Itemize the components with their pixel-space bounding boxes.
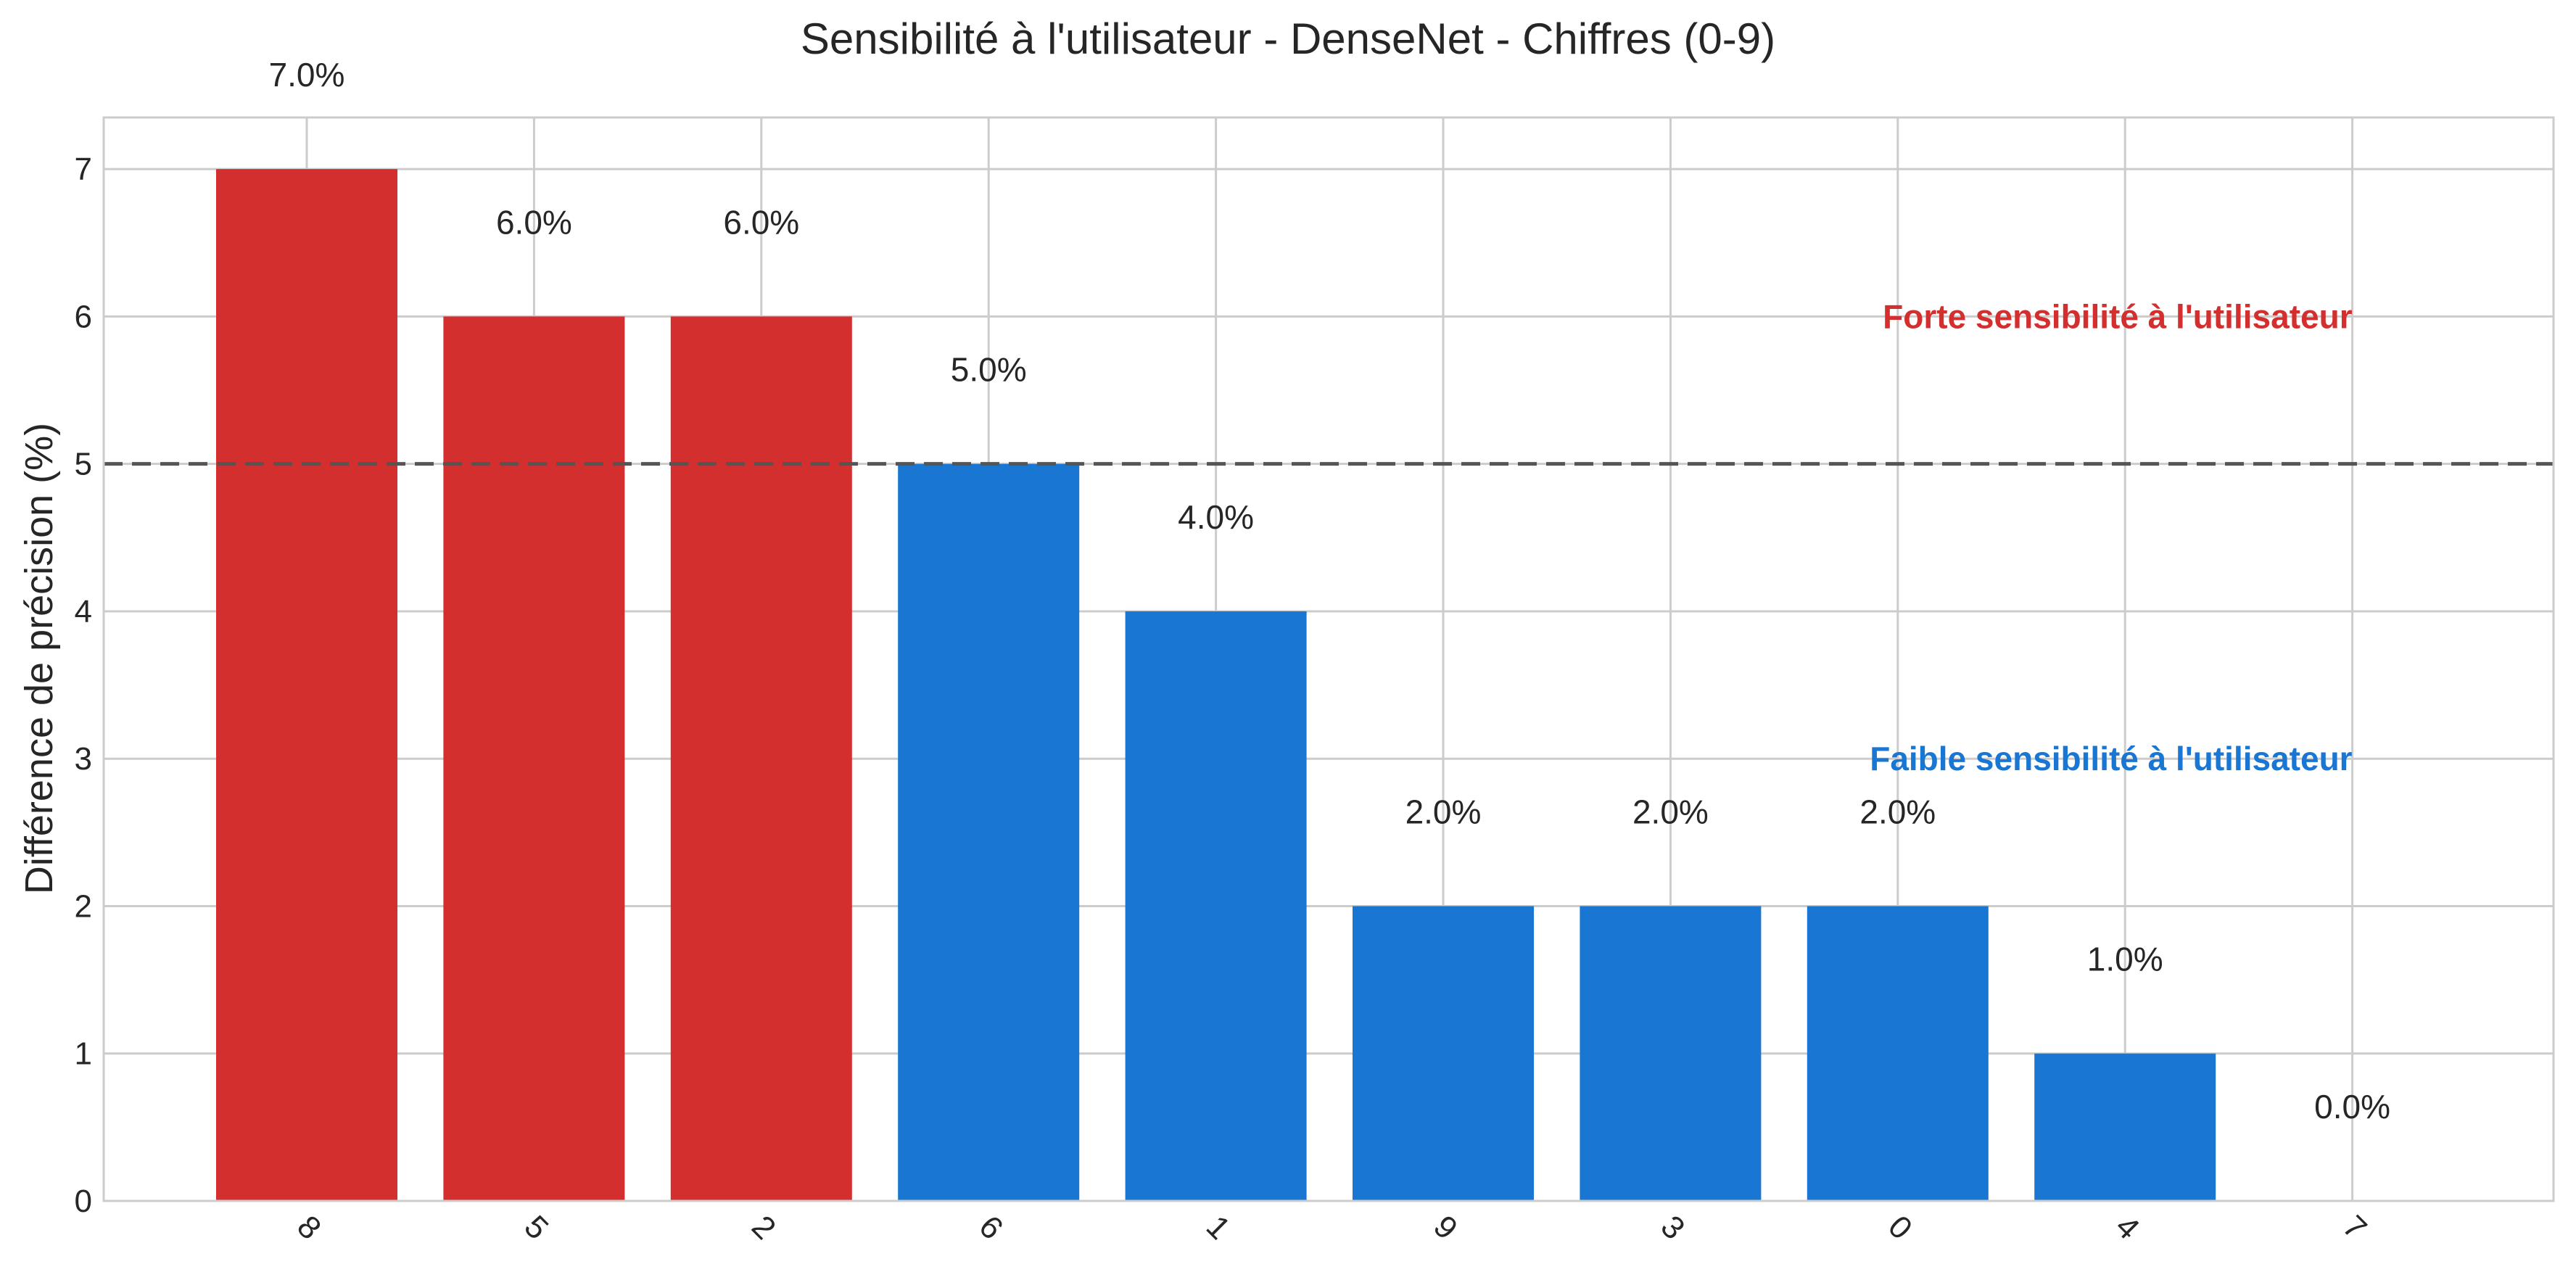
annotation-low: Faible sensibilité à l'utilisateur — [1870, 740, 2352, 777]
x-tick-label-1: 1 — [1200, 1209, 1237, 1247]
plot-frame — [102, 116, 2555, 1202]
chart-title: Sensibilité à l'utilisateur - DenseNet -… — [801, 15, 1775, 63]
y-tick-label-3: 3 — [75, 741, 92, 777]
x-tick-label-7: 7 — [2336, 1209, 2374, 1247]
data-label-5: 6.0% — [496, 203, 572, 241]
data-label-7: 0.0% — [2314, 1088, 2390, 1126]
y-tick-label-4: 4 — [75, 594, 92, 629]
x-tick-label-3: 3 — [1654, 1209, 1692, 1247]
plot-border — [102, 116, 2555, 1202]
bar-5 — [443, 316, 625, 1201]
y-tick-label-1: 1 — [75, 1036, 92, 1072]
x-tick-label-9: 9 — [1427, 1209, 1464, 1247]
annotations: Forte sensibilité à l'utilisateur Faible … — [1870, 297, 2352, 777]
bar-0 — [1807, 906, 1989, 1201]
x-tick-label-0: 0 — [1881, 1209, 1919, 1247]
bar-8 — [216, 169, 397, 1202]
bar-4 — [2034, 1053, 2216, 1201]
bar-3 — [1580, 906, 1762, 1201]
y-axis-label: Différence de précision (%) — [17, 423, 61, 894]
bar-2 — [670, 316, 852, 1201]
data-label-2: 6.0% — [723, 203, 799, 241]
x-tick-label-4: 4 — [2108, 1209, 2146, 1247]
data-label-3: 2.0% — [1632, 793, 1709, 830]
data-labels: 7.0% 6.0% 6.0% 5.0% 4.0% 2.0% 2.0% 2.0% 1.0% 0.0% — [269, 56, 2390, 1126]
bar-9 — [1353, 906, 1534, 1201]
x-tick-label-8: 8 — [290, 1209, 328, 1247]
x-tick-label-6: 6 — [972, 1209, 1010, 1247]
bar-6 — [898, 463, 1080, 1201]
x-tick-label-5: 5 — [518, 1209, 556, 1247]
y-tick-label-2: 2 — [75, 888, 92, 924]
data-label-0: 2.0% — [1859, 793, 1936, 830]
bar-1 — [1125, 611, 1307, 1201]
y-tick-label-7: 7 — [75, 152, 92, 187]
data-label-9: 2.0% — [1405, 793, 1482, 830]
annotation-high: Forte sensibilité à l'utilisateur — [1883, 297, 2353, 335]
data-label-8: 7.0% — [269, 56, 345, 94]
y-tick-label-6: 6 — [75, 299, 92, 334]
x-tick-label-2: 2 — [745, 1209, 783, 1247]
y-tick-label-5: 5 — [75, 447, 92, 482]
data-label-1: 4.0% — [1178, 498, 1254, 536]
data-label-4: 1.0% — [2087, 941, 2163, 978]
y-tick-label-0: 0 — [75, 1184, 92, 1219]
data-label-6: 5.0% — [951, 351, 1027, 389]
